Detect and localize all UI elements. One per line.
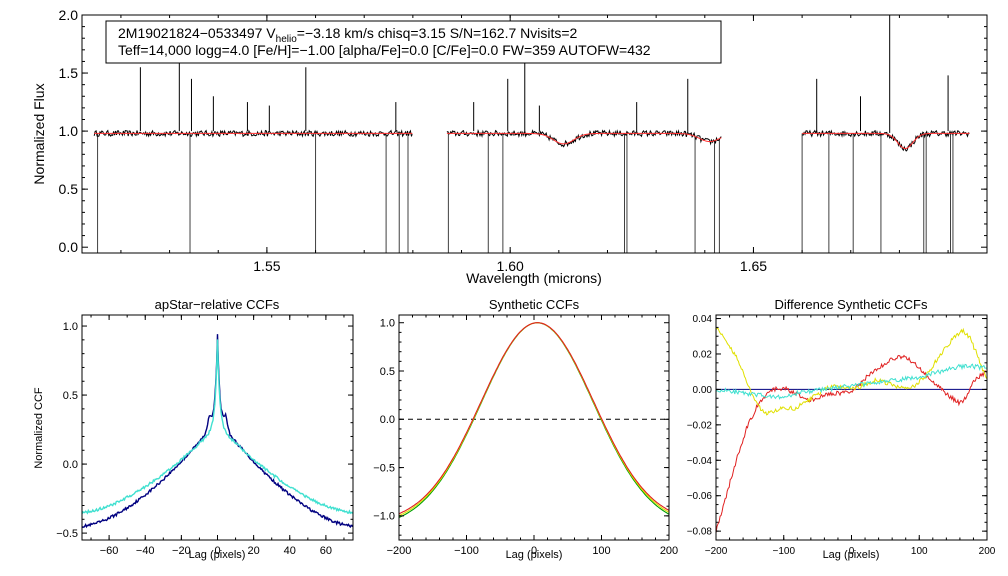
difference-xlabel: Lag (pixels): [823, 549, 880, 561]
apstar-xlabel: Lag (pixels): [189, 549, 246, 561]
x-tick-label: 40: [284, 545, 296, 557]
annotation-line-1-post: =−3.18 km/s chisq=3.15 S/N=162.7 Nvisits…: [297, 25, 578, 41]
y-tick-label: 0.00: [693, 385, 713, 396]
x-tick-label: 0: [214, 545, 220, 557]
annotation-line-1-pre: 2M19021824−0533497 V: [118, 25, 276, 41]
synthetic-ccf-series: [398, 322, 670, 519]
y-tick-label: 1.0: [63, 321, 78, 333]
spectrum-plot-area: [93, 15, 970, 253]
y-tick-label: 1.0: [380, 318, 395, 330]
model-spectrum-segment: [802, 132, 970, 150]
ccf-line-ccf-2: [81, 339, 354, 515]
y-tick-label: 0.5: [59, 181, 79, 197]
x-tick-label: −200: [387, 545, 412, 557]
synthetic-line-synthetic-red: [398, 322, 670, 515]
spectrum-panel: 1.55 1.60 1.65 0.0 0.5 1.0 1.5 2.0 2M19021824−0…: [31, 7, 988, 286]
ccf-line-ccf-1: [81, 334, 354, 529]
x-tick-label: −200: [705, 546, 728, 557]
y-tick-label: 1.0: [59, 123, 79, 139]
annotation-line-2: Teff=14,000 logg=4.0 [Fe/H]=−1.00 [alpha…: [118, 42, 651, 58]
x-tick-label: 1.60: [497, 258, 524, 274]
y-tick-label: −0.08: [687, 527, 713, 538]
synthetic-line-synthetic-green: [398, 322, 670, 519]
y-tick-label: 0.02: [693, 349, 713, 360]
y-tick-label: 0.0: [63, 459, 78, 471]
x-tick-label: 200: [979, 546, 996, 557]
model-spectrum-segment: [446, 132, 722, 145]
annotation-subscript: helio: [276, 34, 298, 45]
difference-frame: [715, 314, 988, 541]
y-tick-label: −0.06: [687, 491, 713, 502]
x-tick-label: 100: [911, 546, 928, 557]
difference-line-diff-cyan: [715, 363, 987, 400]
difference-ccf-panel: −200 −100 0 100 200 −0.08 −0.06 −0.04 −0.02 0.00 0…: [687, 297, 996, 561]
observed-spectrum-segment: [446, 128, 722, 148]
difference-line-diff-yellow: [715, 327, 988, 416]
spectrum-frame: [81, 14, 988, 254]
synthetic-ccf-panel: −200 −100 0 100 200 −1.0 −0.5 0.0 0.5 1.0 Synthet…: [373, 297, 678, 561]
annotation-line-1: 2M19021824−0533497 Vhelio=−3.18 km/s chi…: [118, 25, 578, 45]
difference-ccf-series: [715, 327, 988, 534]
apstar-ylabel: Normalized CCF: [33, 387, 45, 469]
x-tick-label: 60: [320, 545, 332, 557]
apstar-ccf-series: [81, 334, 354, 529]
synthetic-ticks: −200 −100 0 100 200 −1.0 −0.5 0.0 0.5 1.0: [373, 315, 678, 557]
apstar-ticks: −60 −40 −20 0 20 40 60 −0.5 0.0 0.5 1.0: [56, 315, 353, 557]
x-tick-label: 0: [849, 546, 855, 557]
x-tick-label: 1.65: [740, 258, 767, 274]
difference-line-diff-red: [715, 354, 988, 534]
x-tick-label: 0: [531, 545, 537, 557]
x-tick-label: 1.55: [253, 258, 280, 274]
x-tick-label: −100: [454, 545, 479, 557]
y-tick-label: 0.5: [380, 366, 395, 378]
spectrum-ticks: 1.55 1.60 1.65 0.0 0.5 1.0 1.5 2.0: [59, 7, 987, 274]
synthetic-title: Synthetic CCFs: [489, 297, 580, 312]
x-tick-label: 20: [248, 545, 260, 557]
y-tick-label: −1.0: [373, 511, 395, 523]
synthetic-xlabel: Lag (pixels): [506, 549, 563, 561]
annotation-box: [105, 20, 722, 64]
x-tick-label: −40: [136, 545, 155, 557]
x-tick-label: 100: [592, 545, 610, 557]
y-tick-label: 0.0: [59, 239, 79, 255]
spectrum-series: [93, 128, 970, 152]
apstar-title: apStar−relative CCFs: [155, 297, 280, 312]
observed-spectrum-segment: [93, 129, 413, 138]
y-tick-label: −0.5: [373, 462, 395, 474]
emission-spikes: [139, 15, 949, 133]
x-tick-label: −20: [172, 545, 191, 557]
absorption-drop-lines: [97, 133, 954, 253]
x-tick-label: −100: [772, 546, 795, 557]
y-tick-label: 2.0: [59, 7, 79, 23]
apstar-ccf-panel: −60 −40 −20 0 20 40 60 −0.5 0.0 0.5 1.0 apStar−rel…: [33, 297, 354, 561]
y-tick-label: 1.5: [59, 65, 79, 81]
x-tick-label: 200: [660, 545, 678, 557]
difference-title: Difference Synthetic CCFs: [775, 297, 928, 312]
spectrum-xlabel: Wavelength (microns): [466, 270, 602, 286]
spectrum-ylabel: Normalized Flux: [31, 83, 47, 184]
difference-ticks: −200 −100 0 100 200 −0.08 −0.06 −0.04 −0.02 0.00 0…: [687, 314, 996, 557]
y-tick-label: −0.02: [687, 420, 713, 431]
y-tick-label: 0.04: [693, 314, 713, 325]
x-tick-label: −60: [100, 545, 119, 557]
y-tick-label: 0.0: [380, 414, 395, 426]
y-tick-label: −0.04: [687, 456, 713, 467]
synthetic-frame: [398, 314, 670, 541]
y-tick-label: −0.5: [56, 528, 78, 540]
y-tick-label: 0.5: [63, 390, 78, 402]
